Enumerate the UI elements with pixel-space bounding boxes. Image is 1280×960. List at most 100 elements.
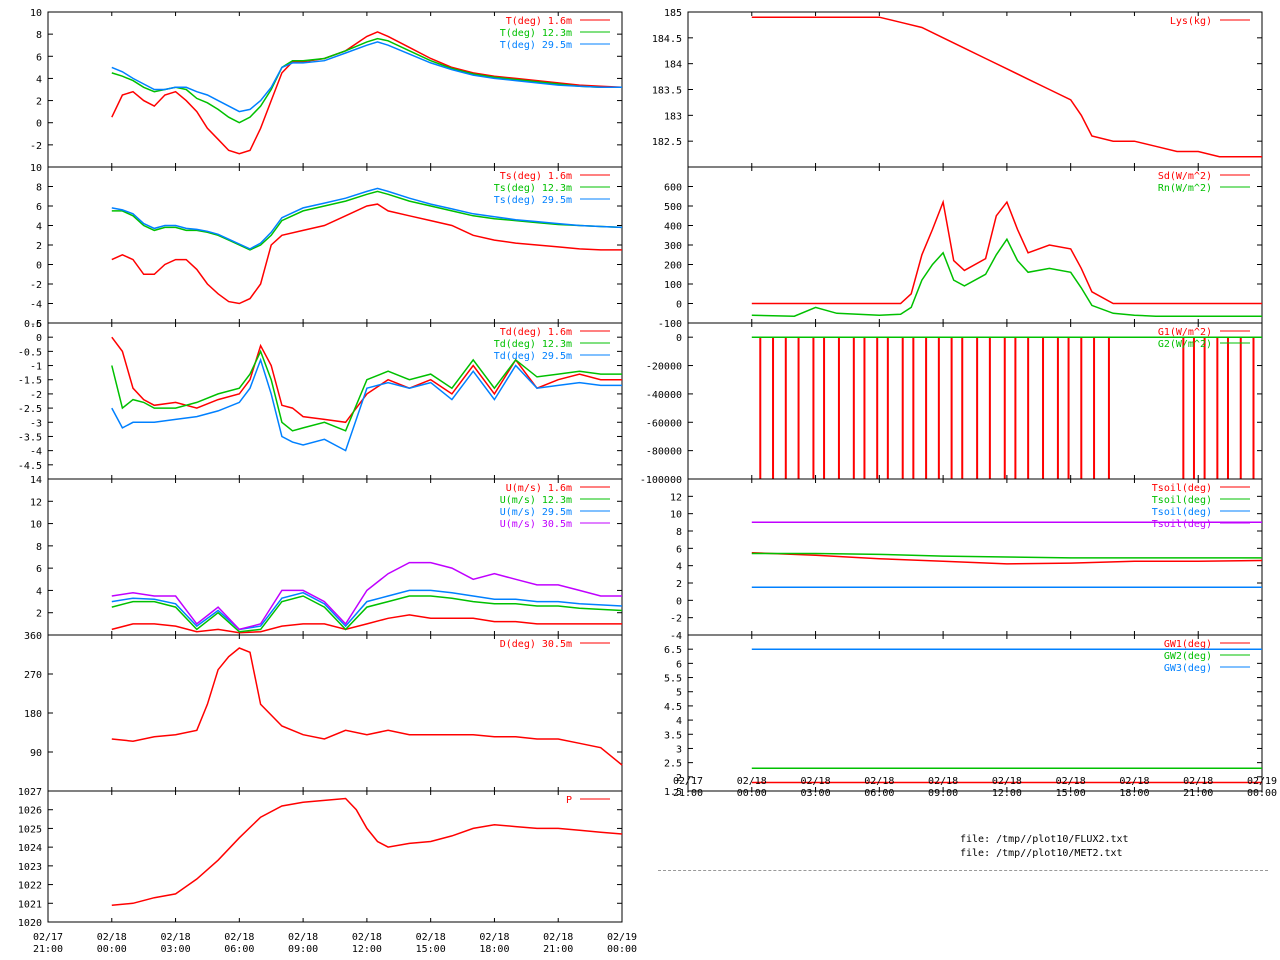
series-line — [111, 336, 622, 424]
y-tick-label: -80000 — [646, 447, 682, 458]
y-tick-label: 6 — [676, 659, 682, 670]
x-tick-time: 00:00 — [737, 788, 767, 799]
series-line — [111, 190, 623, 251]
y-tick-label: 12 — [30, 497, 42, 508]
series-line — [111, 41, 622, 113]
x-tick-time: 21:00 — [33, 944, 63, 955]
y-tick-label: 185 — [664, 8, 682, 19]
legend-label: GW3(deg) — [1164, 663, 1212, 674]
y-tick-label: -2 — [30, 390, 42, 401]
y-tick-label: 2.5 — [664, 759, 682, 770]
y-tick-label: 4.5 — [664, 702, 682, 713]
y-tick-label: -6 — [30, 319, 42, 330]
y-tick-label: 0 — [36, 261, 42, 272]
y-tick-label: 1021 — [18, 899, 42, 910]
series-line — [111, 203, 622, 305]
y-tick-label: -20000 — [646, 362, 682, 373]
legend-label: GW2(deg) — [1164, 651, 1212, 662]
y-tick-label: -100000 — [640, 475, 682, 486]
y-tick-label: 1020 — [18, 918, 42, 929]
x-tick-time: 06:00 — [864, 788, 894, 799]
x-tick-date: 02/19 — [1247, 776, 1277, 787]
x-tick-time: 18:00 — [479, 944, 509, 955]
y-tick-label: -60000 — [646, 418, 682, 429]
x-axis-labels: 02/1721:0002/1800:0002/1803:0002/1806:00… — [33, 932, 637, 955]
x-tick-time: 03:00 — [161, 944, 191, 955]
series-line — [111, 31, 623, 155]
legend-label: Td(deg) 1.6m — [500, 327, 572, 338]
legend-label: Tsoil(deg) — [1152, 483, 1212, 494]
y-tick-label: 1025 — [18, 824, 42, 835]
y-tick-label: 6 — [36, 564, 42, 575]
x-tick-time: 00:00 — [1247, 788, 1277, 799]
y-tick-label: -1.5 — [18, 376, 42, 387]
panel-frame — [47, 790, 623, 923]
y-tick-label: 4 — [36, 74, 42, 85]
file-list: file: /tmp//plot10/FLUX2.txt file: /tmp/… — [960, 833, 1129, 861]
y-tick-label: -2 — [670, 614, 682, 625]
y-tick-label: -2.5 — [18, 404, 42, 415]
series-line — [111, 349, 622, 432]
y-tick-label: -1 — [30, 362, 42, 373]
y-tick-label: 100 — [664, 280, 682, 291]
legend-label: U(m/s) 29.5m — [500, 507, 572, 518]
y-tick-label: 10 — [30, 8, 42, 19]
legend-label: Ts(deg) 12.3m — [494, 183, 572, 194]
y-tick-label: -4 — [30, 300, 42, 311]
y-tick-label: 4 — [676, 716, 682, 727]
x-tick-date: 02/18 — [543, 932, 573, 943]
y-tick-label: 0 — [676, 596, 682, 607]
x-tick-time: 00:00 — [97, 944, 127, 955]
panel-frame — [687, 11, 1263, 168]
y-tick-label: 182.5 — [652, 137, 682, 148]
legend-label: Ts(deg) 1.6m — [500, 171, 572, 182]
y-tick-label: 0 — [36, 333, 42, 344]
y-tick-label: 4 — [676, 562, 682, 573]
x-tick-date: 02/18 — [864, 776, 894, 787]
y-tick-label: 1.5 — [664, 787, 682, 798]
y-tick-label: 6.5 — [664, 645, 682, 656]
y-tick-label: 0 — [676, 333, 682, 344]
panel-frame — [47, 634, 623, 792]
y-tick-label: -3.5 — [18, 432, 42, 443]
y-tick-label: -2 — [30, 141, 42, 152]
y-tick-label: 3 — [676, 744, 682, 755]
y-tick-label: 10 — [30, 520, 42, 531]
legend-label: T(deg) 1.6m — [506, 16, 572, 27]
series-line — [111, 187, 623, 250]
x-tick-date: 02/18 — [1056, 776, 1086, 787]
y-tick-label: 10 — [30, 163, 42, 174]
x-tick-date: 02/18 — [992, 776, 1022, 787]
y-tick-label: 270 — [24, 670, 42, 681]
panel-d: 90 180 270 360 D(deg) 30.5m — [24, 631, 623, 792]
x-tick-time: 15:00 — [416, 944, 446, 955]
x-tick-time: 15:00 — [1056, 788, 1086, 799]
y-tick-label: 8 — [36, 30, 42, 41]
panel-p: 1020 1021 1022 1023 1024 1025 1026 1027 P — [18, 787, 623, 929]
legend-label: U(m/s) 30.5m — [500, 519, 572, 530]
legend-label: Sd(W/m^2) — [1158, 171, 1212, 182]
x-tick-date: 02/18 — [479, 932, 509, 943]
x-tick-date: 02/18 — [352, 932, 382, 943]
panel-tsoil: -4-2024681012Tsoil(deg)Tsoil(deg)Tsoil(d… — [670, 478, 1263, 642]
x-axis-labels: 02/1721:0002/1800:0002/1803:0002/1806:00… — [673, 776, 1277, 799]
y-tick-label: 5.5 — [664, 674, 682, 685]
x-tick-date: 02/18 — [416, 932, 446, 943]
x-tick-time: 09:00 — [928, 788, 958, 799]
legend-label: U(m/s) 12.3m — [500, 495, 572, 506]
y-tick-label: 2 — [676, 773, 682, 784]
y-tick-label: 6 — [676, 544, 682, 555]
series-line — [111, 589, 623, 631]
legend-label: Rn(W/m^2) — [1158, 183, 1212, 194]
x-tick-date: 02/18 — [1119, 776, 1149, 787]
series-line — [751, 199, 1262, 305]
panel-td: -4.5 -4 -3.5 -3 -2.5 -2 -1.5 -1 -0.5 0 0.5 Td(deg) … — [18, 319, 623, 480]
legend-label: G2(W/m^2) — [1158, 339, 1212, 350]
x-tick-date: 02/19 — [607, 932, 637, 943]
x-tick-date: 02/18 — [288, 932, 318, 943]
legend-label: P — [566, 795, 572, 806]
x-tick-date: 02/18 — [161, 932, 191, 943]
legend-label: T(deg) 12.3m — [500, 28, 572, 39]
